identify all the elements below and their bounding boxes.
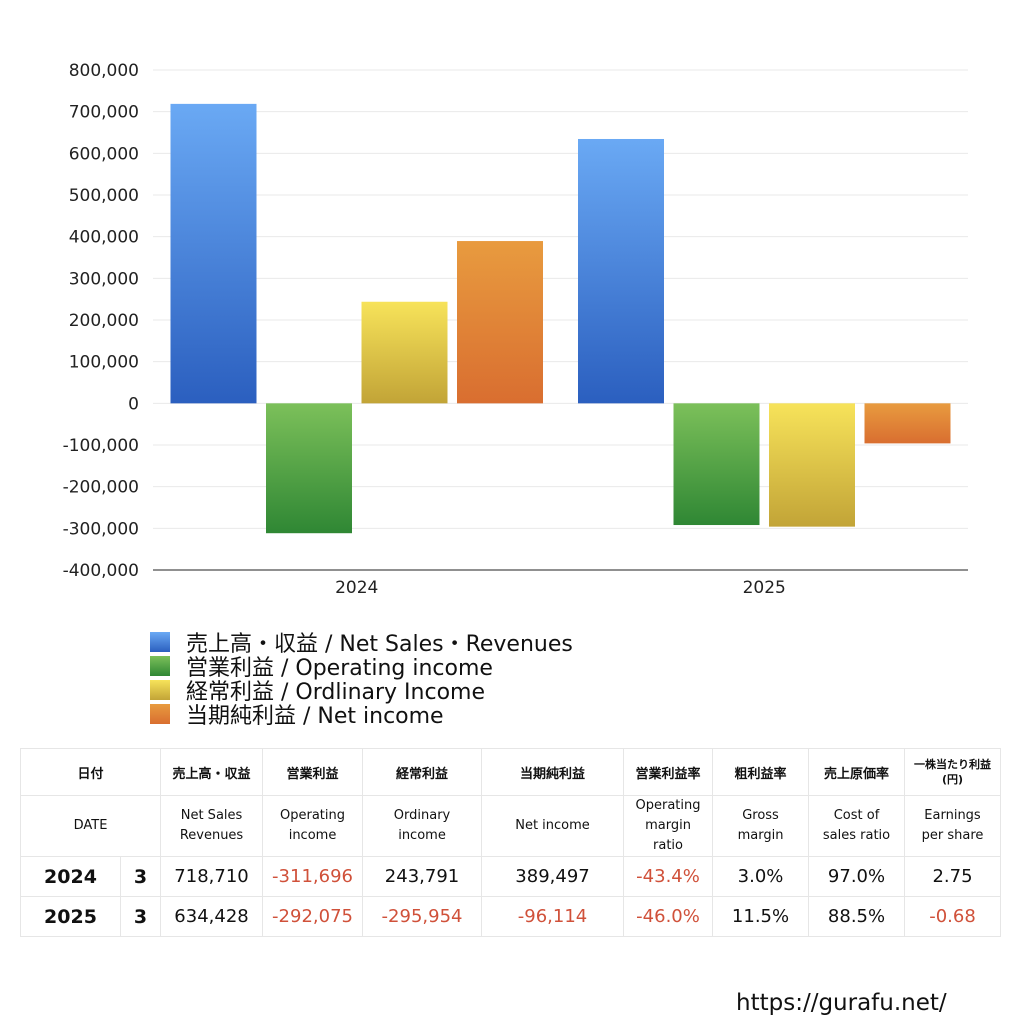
x-tick-label: 2025 [743,578,786,598]
legend-label: 営業利益 / Operating income [186,656,493,681]
legend-swatch-operating-income [150,656,170,676]
legend-label: 売上高・収益 / Net Sales・Revenues [186,632,573,657]
cell-month: 3 [119,896,162,937]
cell-eps: -0.68 [904,896,1002,937]
cell-year: 2025 [20,896,121,937]
footer-url[interactable]: https://gurafu.net/ [736,990,947,1016]
cell-net-income: -96,114 [481,896,625,937]
cell-gross-margin: 3.0% [712,856,810,897]
y-tick-label: 100,000 [69,353,139,373]
legend-item-net-income: 当期純利益 / Net income [150,702,573,729]
bar-2024-series-1 [266,403,352,534]
legend-label: 当期純利益 / Net income [186,704,444,729]
header-operating-income-jp: 営業利益 [262,748,364,796]
y-tick-label: 400,000 [69,228,139,248]
table-row: 2025 3 634,428 -292,075 -295,954 -96,114… [20,896,1002,937]
header-gross-margin-en: Gross margin [712,795,810,857]
cell-operating-income: -292,075 [262,896,364,937]
y-tick-label: 200,000 [69,311,139,331]
cell-eps: 2.75 [904,856,1002,897]
cell-operating-margin: -46.0% [623,896,714,937]
cell-operating-income: -311,696 [262,856,364,897]
bar-2025-series-1 [673,403,760,526]
table-header-jp: 日付 売上高・収益 営業利益 経常利益 当期純利益 営業利益率 粗利益率 売上原… [19,748,1002,796]
legend-swatch-net-income [150,704,170,724]
header-net-sales-en: Net Sales Revenues [160,795,264,857]
cell-ordinary-income: 243,791 [362,856,483,897]
x-tick-label: 2024 [335,578,378,598]
bar-2024-series-2 [361,301,448,404]
table-row: 2024 3 718,710 -311,696 243,791 389,497 … [20,856,1002,897]
header-operating-margin-en: Operating margin ratio [623,795,714,857]
y-tick-label: 300,000 [69,269,139,289]
bar-2025-series-0 [578,138,664,404]
header-cost-ratio-en: Cost of sales ratio [808,795,906,857]
cell-gross-margin: 11.5% [712,896,810,937]
header-cost-ratio-jp: 売上原価率 [808,748,906,796]
cell-month: 3 [119,856,162,897]
y-tick-label: 500,000 [69,186,139,206]
bar-2024-series-0 [170,103,257,404]
y-tick-label: -100,000 [63,436,139,456]
cell-ordinary-income: -295,954 [362,896,483,937]
y-tick-label: 700,000 [69,103,139,123]
bar-2025-series-3 [864,403,951,444]
legend-swatch-ordinary-income [150,680,170,700]
legend-item-net-sales: 売上高・収益 / Net Sales・Revenues [150,630,573,657]
header-date-en: DATE [19,795,162,857]
y-tick-label: -200,000 [63,478,139,498]
header-ordinary-income-jp: 経常利益 [362,748,483,796]
legend-label: 経常利益 / Ordlinary Income [186,680,485,705]
cell-net-sales: 718,710 [160,856,264,897]
y-tick-label: -300,000 [63,519,139,539]
header-eps-en: Earnings per share [904,795,1002,857]
cell-operating-margin: -43.4% [623,856,714,897]
bar-2025-series-2 [769,403,855,527]
legend-item-operating-income: 営業利益 / Operating income [150,654,573,681]
header-date-jp: 日付 [19,748,162,796]
y-tick-label: 0 [128,394,139,414]
cell-year: 2024 [20,856,121,897]
header-ordinary-income-en: Ordinary income [362,795,483,857]
header-net-sales-jp: 売上高・収益 [160,748,264,796]
bar-2024-series-3 [457,241,543,404]
header-operating-income-en: Operating income [262,795,364,857]
legend-swatch-net-sales [150,632,170,652]
financial-table: 日付 売上高・収益 営業利益 経常利益 当期純利益 営業利益率 粗利益率 売上原… [19,748,1002,937]
y-tick-label: 800,000 [69,61,139,81]
legend-item-ordinary-income: 経常利益 / Ordlinary Income [150,678,573,705]
y-tick-label: -400,000 [63,561,139,581]
chart-legend: 売上高・収益 / Net Sales・Revenues 営業利益 / Opera… [150,630,573,729]
cell-net-sales: 634,428 [160,896,264,937]
cell-cost-ratio: 88.5% [808,896,906,937]
header-net-income-jp: 当期純利益 [481,748,625,796]
y-tick-label: 600,000 [69,144,139,164]
header-operating-margin-jp: 営業利益率 [623,748,714,796]
cell-cost-ratio: 97.0% [808,856,906,897]
cell-net-income: 389,497 [481,856,625,897]
header-eps-jp: 一株当たり利益 (円) [904,748,1002,796]
bar-chart: 800,000 700,000 600,000 500,000 400,000 300,0… [63,61,968,598]
header-net-income-en: Net income [481,795,625,857]
header-gross-margin-jp: 粗利益率 [712,748,810,796]
table-header-en: DATE Net Sales Revenues Operating income… [19,795,1002,857]
